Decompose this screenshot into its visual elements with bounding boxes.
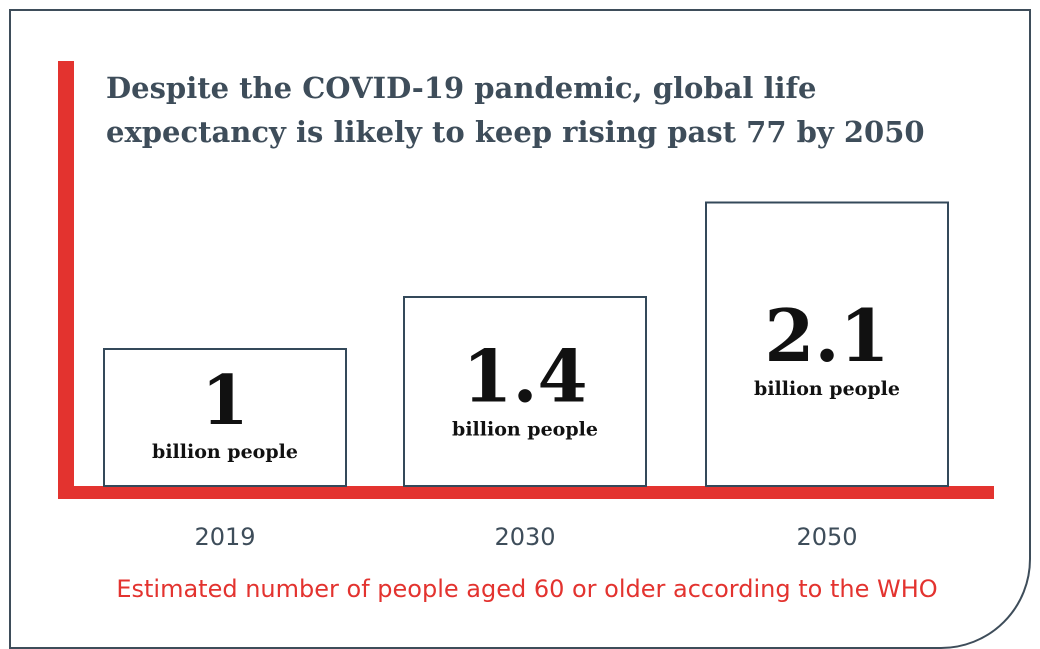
bar-unit-label-2030: billion people [452,419,598,441]
x-tick-label-2030: 2030 [494,523,555,551]
x-tick-label-2050: 2050 [796,523,857,551]
bar-2030 [403,296,647,487]
bar-value-label-2019: 1 [201,361,248,441]
x-axis-line [58,486,994,499]
chart-caption: Estimated number of people aged 60 or ol… [116,575,937,603]
bar-unit-label-2019: billion people [152,441,298,463]
x-tick-label-2019: 2019 [194,523,255,551]
bar-unit-label-2050: billion people [754,378,900,400]
chart-title: Despite the COVID-19 pandemic, global li… [106,71,925,149]
bar-value-label-2030: 1.4 [462,334,587,419]
y-axis-line [58,61,74,499]
bar-value-label-2050: 2.1 [764,293,889,378]
bar-2019 [103,348,347,487]
bar-2050 [705,201,949,487]
